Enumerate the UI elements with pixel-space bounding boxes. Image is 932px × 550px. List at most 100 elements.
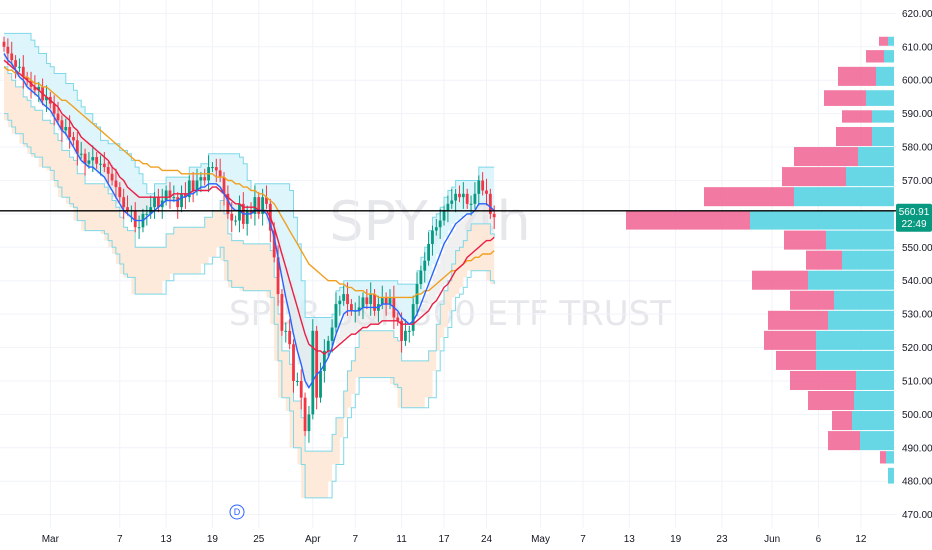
candle-body <box>276 257 280 295</box>
volume-profile-down-bar <box>768 310 828 330</box>
candle-body <box>195 180 199 191</box>
candle-body <box>95 157 99 164</box>
interval-badge[interactable]: D <box>229 504 245 520</box>
candle-body <box>369 294 373 305</box>
volume-profile-down-bar <box>790 370 856 390</box>
volume-profile-up-bar <box>842 250 894 270</box>
candle-body <box>157 197 160 208</box>
candle-body <box>184 193 187 198</box>
price-tick-label: 530.00 <box>902 310 932 321</box>
candle-body <box>307 414 311 432</box>
candle-body <box>342 294 346 301</box>
volume-profile-down-bar <box>626 210 750 230</box>
candle-body <box>373 294 376 311</box>
price-tick-label: 520.00 <box>902 343 932 354</box>
ema-red-line <box>3 59 495 356</box>
candle-body <box>60 120 64 131</box>
candle-body <box>2 41 6 47</box>
volume-profile-down-bar <box>790 290 834 310</box>
candle-body <box>280 294 284 331</box>
candle-body <box>292 344 295 381</box>
candle-body <box>172 197 176 199</box>
volume-profile-up-bar <box>828 310 894 330</box>
candle-body <box>218 170 222 178</box>
volume-profile-up-bar <box>872 126 894 147</box>
candle-body <box>442 210 446 221</box>
volume-profile-up-bar <box>816 330 894 350</box>
time-tick-label: 13 <box>161 534 173 545</box>
ema-orange-line <box>3 66 495 299</box>
candle-body <box>68 126 72 138</box>
volume-profile-up-bar <box>794 187 894 207</box>
price-tick-label: 480.00 <box>902 477 932 488</box>
price-tick-label: 550.00 <box>902 243 932 254</box>
candle-body <box>492 213 496 218</box>
last-price-tag: 560.91 22:49 <box>896 203 932 232</box>
candle-body <box>411 304 415 331</box>
candle-body <box>153 197 156 208</box>
volume-profile-up-bar <box>872 110 894 123</box>
candle-body <box>396 317 400 321</box>
candle-body <box>299 380 303 398</box>
volume-profile-up-bar <box>816 350 894 370</box>
volume-profile-down-bar <box>828 431 860 451</box>
volume-profile-down-bar <box>836 126 872 147</box>
volume-profile <box>626 36 894 484</box>
candle-body <box>238 203 241 221</box>
moving-averages <box>3 53 495 389</box>
interval-badge-circle[interactable] <box>229 504 245 520</box>
volume-profile-up-bar <box>858 147 894 167</box>
candle-body <box>234 220 237 222</box>
candle-body <box>45 96 48 101</box>
channel-bands <box>4 32 495 499</box>
volume-profile-up-bar <box>750 210 894 230</box>
volume-profile-up-bar <box>886 451 894 464</box>
candle-body <box>114 180 118 188</box>
volume-profile-down-bar <box>764 330 816 350</box>
price-tick-label: 590.00 <box>902 109 932 120</box>
candle-body <box>419 270 423 285</box>
candle-body <box>91 157 95 161</box>
candle-body <box>334 304 338 328</box>
candle-body <box>361 297 365 308</box>
volume-profile-down-bar <box>832 411 852 431</box>
candle-body <box>272 230 276 258</box>
volume-profile-down-bar <box>838 66 876 86</box>
candle-body <box>438 220 442 228</box>
outer-channel-line <box>4 113 495 499</box>
candle-body <box>110 173 114 181</box>
time-axis[interactable]: Mar 7 13 19 25 Apr 7 11 17 24 May 7 13 19 23 Jun 6 12 <box>42 534 867 545</box>
candle-body <box>10 53 14 61</box>
candle-body <box>257 197 261 214</box>
candle-body <box>461 193 465 198</box>
price-axis[interactable]: 620.00 610.00 600.00 590.00 580.00 570.00 560.… <box>902 9 932 521</box>
time-tick-label: 25 <box>253 534 265 545</box>
candle-body <box>434 227 438 231</box>
candle-body <box>145 213 149 215</box>
candle-body <box>52 103 56 114</box>
bar-countdown: 22:49 <box>901 219 926 230</box>
candle-body <box>118 187 122 198</box>
price-tick-label: 570.00 <box>902 176 932 187</box>
candle-body <box>388 297 392 305</box>
candle-body <box>295 380 299 382</box>
candle-body <box>230 213 234 221</box>
candle-body <box>249 210 253 214</box>
candle-body <box>25 76 29 81</box>
candle-body <box>330 327 334 341</box>
candle-body <box>99 163 102 165</box>
volume-profile-up-bar <box>876 66 894 86</box>
volume-profile-up-bar <box>884 50 894 63</box>
price-tick-label: 580.00 <box>902 143 932 154</box>
price-tick-label: 500.00 <box>902 410 932 421</box>
candle-body <box>458 193 461 198</box>
candle-body <box>14 60 17 67</box>
volume-profile-up-bar <box>856 370 894 390</box>
price-tick-label: 610.00 <box>902 42 932 53</box>
time-tick-label: 24 <box>481 534 493 545</box>
candle-body <box>288 330 292 345</box>
time-tick-label: Apr <box>305 534 321 545</box>
candle-body <box>465 193 469 204</box>
candle-body <box>485 190 488 194</box>
